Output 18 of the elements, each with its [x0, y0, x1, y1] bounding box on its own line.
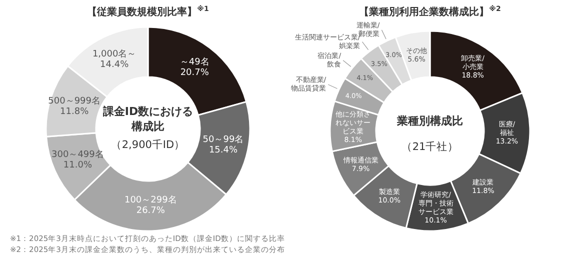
text: 課金ID数における構成比	[102, 105, 194, 133]
data-label: 26.7%	[136, 206, 166, 216]
chart-title: 【従業員数規模別比率】$^{※1}$	[87, 5, 209, 18]
text: （2,900千ID）	[110, 138, 186, 151]
slice-label: ～49名	[180, 56, 210, 68]
data-label: 20.7%	[180, 68, 210, 78]
slice-label: 300～499名	[52, 149, 104, 160]
slice-label: 50～99名	[202, 134, 244, 146]
data-label: 14.4%	[100, 60, 130, 70]
slice-label: 500～999名	[48, 95, 101, 106]
slice-label: 1,000名～	[92, 48, 136, 60]
slice-label: 100～299名	[124, 194, 177, 206]
data-label: 15.4%	[208, 146, 238, 156]
data-label: 11.8%	[60, 106, 90, 117]
text: （21千社）	[401, 140, 459, 153]
data-label: 11.0%	[63, 160, 92, 171]
text: 業種別構成比	[396, 114, 463, 128]
chart-title: 【業種別利用企業数構成比】$^{※2}$	[359, 5, 501, 18]
